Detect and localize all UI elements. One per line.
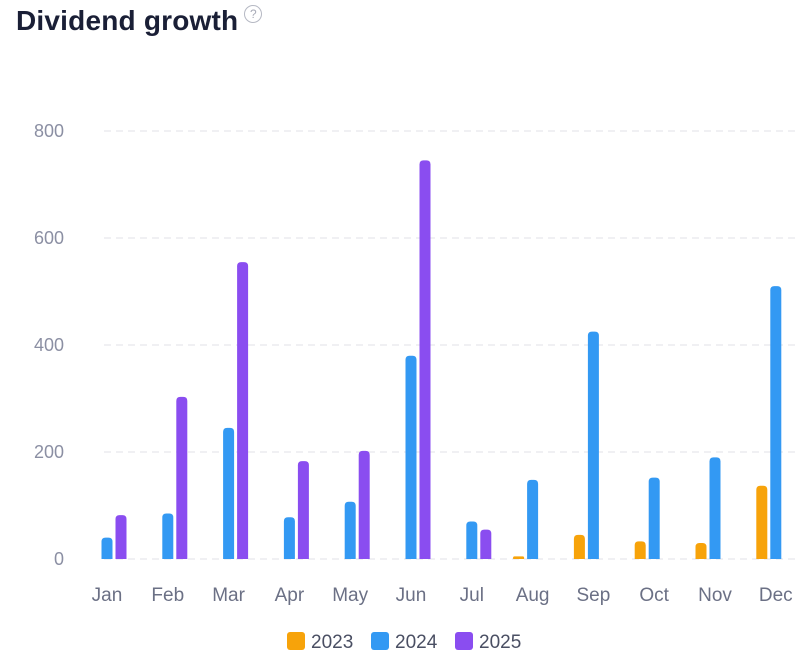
bar-dec-2023[interactable] <box>756 485 768 559</box>
x-tick-label: Mar <box>212 585 245 606</box>
x-tick-label: Apr <box>275 585 305 606</box>
legend-item-2023[interactable]: 2023 <box>287 632 353 653</box>
bar-nov-2023[interactable] <box>695 542 707 559</box>
legend-label: 2023 <box>311 632 353 653</box>
chart-title: Dividend growth <box>16 5 239 36</box>
bar-nov-2024[interactable] <box>709 457 721 559</box>
legend-item-2025[interactable]: 2025 <box>455 632 521 653</box>
bar-may-2024[interactable] <box>344 501 356 559</box>
x-tick-label: Jan <box>92 585 123 606</box>
legend-swatch <box>287 632 305 650</box>
y-tick-label: 800 <box>34 121 64 141</box>
y-tick-label: 400 <box>34 335 64 355</box>
bar-feb-2024[interactable] <box>162 513 174 559</box>
bar-jan-2025[interactable] <box>115 515 127 559</box>
x-tick-label: May <box>332 585 368 606</box>
legend-swatch <box>371 632 389 650</box>
chart-header: Dividend growth ? <box>16 2 263 40</box>
bar-jun-2024[interactable] <box>405 355 417 559</box>
x-tick-label: Aug <box>516 585 550 606</box>
bar-aug-2023[interactable] <box>513 556 525 559</box>
bar-may-2025[interactable] <box>358 450 370 559</box>
x-tick-label: Dec <box>759 585 793 606</box>
bar-sep-2024[interactable] <box>587 331 599 559</box>
bar-dec-2024[interactable] <box>770 286 782 559</box>
x-tick-label: Sep <box>576 585 610 606</box>
bar-jun-2025[interactable] <box>419 160 431 560</box>
bar-feb-2025[interactable] <box>176 396 188 559</box>
x-tick-label: Jul <box>460 585 484 606</box>
bar-mar-2024[interactable] <box>223 427 235 559</box>
x-tick-label: Oct <box>639 585 669 606</box>
legend-label: 2025 <box>479 632 521 653</box>
bar-apr-2025[interactable] <box>297 461 309 559</box>
bar-jan-2024[interactable] <box>101 537 113 559</box>
bar-mar-2025[interactable] <box>237 262 249 559</box>
bar-oct-2023[interactable] <box>634 541 646 559</box>
bar-sep-2023[interactable] <box>573 534 585 559</box>
question-circle-icon[interactable]: ? <box>244 5 263 23</box>
x-tick-label: Feb <box>151 585 184 606</box>
legend-swatch <box>455 632 473 650</box>
x-tick-label: Jun <box>396 585 427 606</box>
bar-oct-2024[interactable] <box>648 477 660 559</box>
legend-item-2024[interactable]: 2024 <box>371 632 438 653</box>
y-tick-label: 200 <box>34 442 64 462</box>
bar-apr-2024[interactable] <box>283 517 295 559</box>
legend-label: 2024 <box>395 632 438 653</box>
y-tick-label: 0 <box>54 549 64 569</box>
y-tick-label: 600 <box>34 228 64 248</box>
bar-jul-2025[interactable] <box>480 529 492 559</box>
bar-aug-2024[interactable] <box>527 479 539 559</box>
bar-jul-2024[interactable] <box>466 521 478 559</box>
x-tick-label: Nov <box>698 585 732 606</box>
